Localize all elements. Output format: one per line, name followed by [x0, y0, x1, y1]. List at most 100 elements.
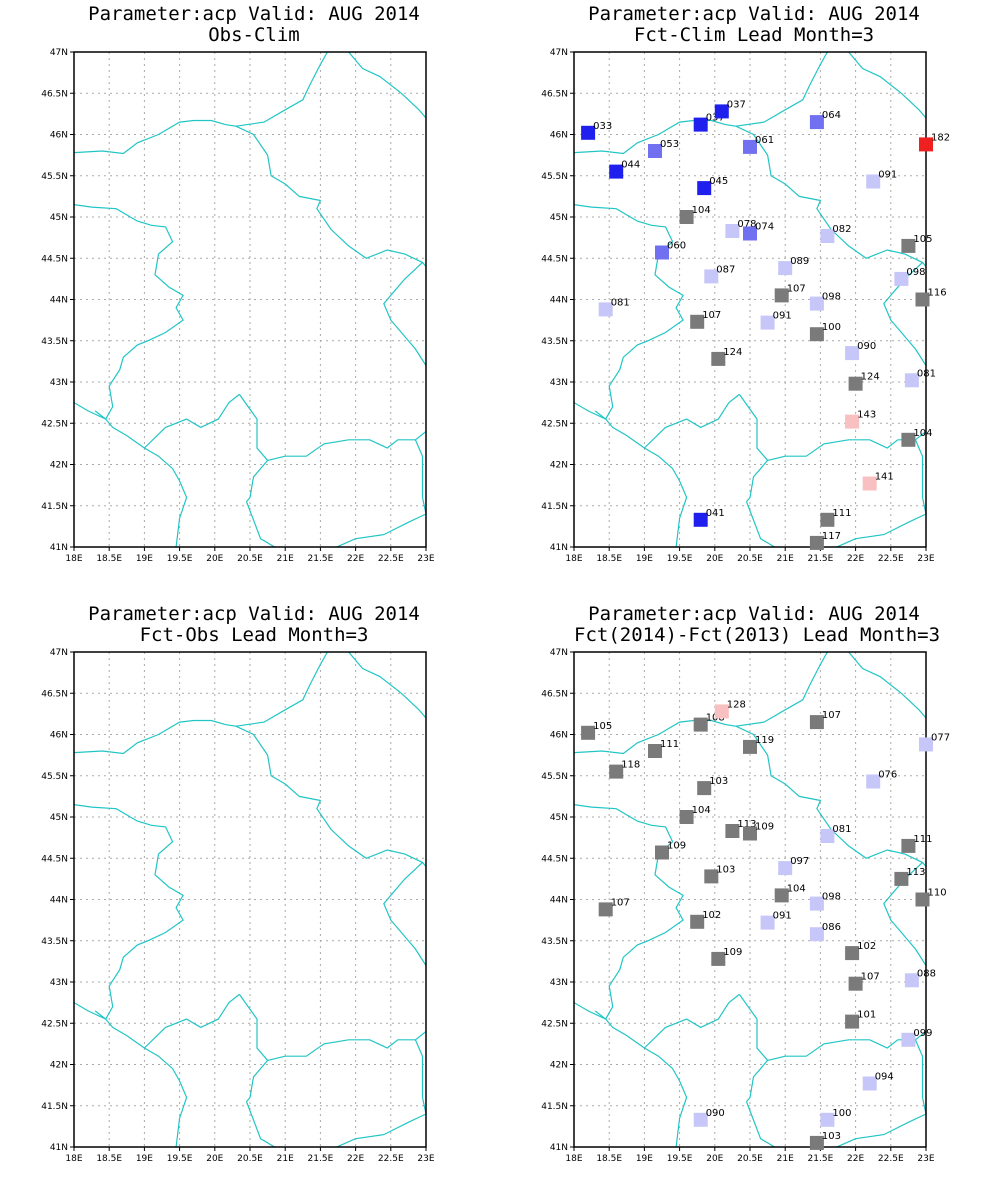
station-value-label: 104: [692, 805, 711, 816]
border-line: [414, 1039, 426, 1115]
station-value-label: 103: [822, 1131, 841, 1142]
station-marker: [581, 725, 596, 740]
station-value-label: 128: [727, 699, 746, 710]
border-line: [246, 460, 269, 502]
station-value-label: 081: [832, 824, 851, 835]
x-tick-label: 18.5E: [596, 554, 622, 564]
station-marker: [915, 892, 930, 907]
x-tick-label: 21E: [777, 1154, 794, 1164]
station-marker: [848, 376, 863, 391]
station-marker: [845, 346, 860, 361]
station-marker: [774, 288, 789, 303]
station-value-label: 081: [611, 297, 630, 308]
border-line: [848, 652, 926, 719]
station-marker: [760, 915, 775, 930]
y-tick-label: 46.5N: [41, 689, 68, 699]
station-marker: [609, 764, 624, 779]
x-tick-label: 20.5E: [737, 1154, 763, 1164]
station-value-label: 060: [667, 241, 686, 252]
station-marker: [655, 845, 669, 860]
station-marker: [894, 271, 909, 286]
map-plot: 18E 18.5E 19E 19.5E 20E 20.5E 21E 21.5E 22E 22.5E…: [41, 648, 435, 1164]
station-value-label: 041: [706, 508, 725, 519]
station-marker: [848, 976, 863, 991]
panel-subtitle: Fct-Obs Lead Month=3: [139, 624, 369, 646]
x-tick-label: 18E: [65, 1154, 82, 1164]
station-value-label: 044: [621, 160, 640, 171]
x-tick-label: 20.5E: [737, 554, 763, 564]
y-tick-label: 46N: [50, 131, 68, 141]
x-tick-label: 23E: [417, 554, 434, 564]
station-marker: [820, 229, 835, 243]
x-tick-label: 20.5E: [237, 554, 263, 564]
station-value-label: 141: [875, 472, 894, 483]
station-value-label: 107: [611, 897, 630, 908]
map-plot: 18E 18.5E 19E 19.5E 20E 20.5E 21E 21.5E 22E 22.5E…: [541, 648, 950, 1164]
y-tick-label: 41.5N: [541, 1102, 568, 1112]
station-value-label: 076: [878, 770, 897, 781]
y-tick-label: 45N: [50, 213, 68, 223]
station-value-label: 100: [832, 1108, 851, 1119]
border-line: [745, 501, 926, 547]
station-marker: [901, 238, 916, 253]
x-tick-label: 20.5E: [237, 1154, 263, 1164]
station-value-label: 099: [913, 1028, 932, 1039]
border-line: [574, 1002, 688, 1147]
y-tick-label: 45N: [50, 813, 68, 823]
station-value-label: 104: [913, 428, 932, 439]
y-tick-label: 43.5N: [541, 337, 568, 347]
country-borders: [74, 52, 426, 547]
border-line: [94, 1010, 107, 1020]
station-marker: [760, 315, 775, 330]
station-value-label: 098: [822, 292, 841, 303]
map-panel-obs-clim: Parameter:acp Valid: AUG 2014 Obs-Clim 1…: [24, 0, 484, 590]
station-value-label: 117: [822, 531, 841, 542]
station-value-label: 089: [790, 256, 809, 267]
station-marker: [845, 946, 860, 961]
station-value-label: 143: [857, 410, 876, 421]
border-line: [235, 52, 328, 127]
station-marker: [809, 1135, 824, 1150]
x-tick-label: 21.5E: [308, 1154, 334, 1164]
x-tick-label: 18.5E: [96, 554, 122, 564]
station-value-label: 094: [875, 1072, 894, 1083]
station-value-label: 102: [702, 910, 721, 921]
station-value-label: 113: [737, 819, 756, 830]
border-line: [348, 52, 426, 119]
border-line: [414, 439, 426, 515]
station-marker: [598, 302, 613, 317]
station-marker: [704, 869, 719, 884]
station-marker: [862, 1076, 877, 1091]
x-tick-label: 19.5E: [167, 1154, 193, 1164]
station-value-label: 090: [857, 341, 876, 352]
station-value-label: 124: [861, 372, 880, 383]
station-marker: [809, 896, 824, 911]
station-value-label: 124: [723, 347, 742, 358]
map-panel-fct-fct: Parameter:acp Valid: AUG 2014 Fct(2014)-…: [524, 600, 984, 1190]
border-line: [383, 261, 426, 366]
station-marker: [714, 704, 729, 719]
station-value-label: 118: [621, 760, 640, 771]
grid-lines: [74, 652, 426, 1147]
station-markers: 0330370370641820530610440450911040780740…: [581, 99, 950, 550]
station-value-label: 111: [913, 834, 932, 845]
border-line: [735, 652, 828, 727]
y-tick-label: 44N: [550, 296, 568, 306]
y-tick-label: 45N: [550, 813, 568, 823]
station-marker: [648, 144, 662, 158]
border-line: [914, 439, 926, 515]
station-value-label: 109: [723, 947, 742, 958]
map-panel-fct-clim: Parameter:acp Valid: AUG 2014 Fct-Clim L…: [524, 0, 984, 590]
border-line: [74, 1002, 188, 1147]
border-line: [245, 501, 426, 547]
station-value-label: 107: [787, 283, 806, 294]
station-value-label: 081: [917, 368, 936, 379]
y-tick-label: 43N: [50, 978, 68, 988]
station-marker: [743, 139, 757, 154]
station-marker: [904, 973, 919, 988]
y-tick-label: 45.5N: [541, 772, 568, 782]
station-value-label: 091: [878, 170, 897, 181]
y-tick-label: 42.5N: [541, 1019, 568, 1029]
border-line: [643, 993, 740, 1049]
border-line: [246, 1060, 269, 1102]
